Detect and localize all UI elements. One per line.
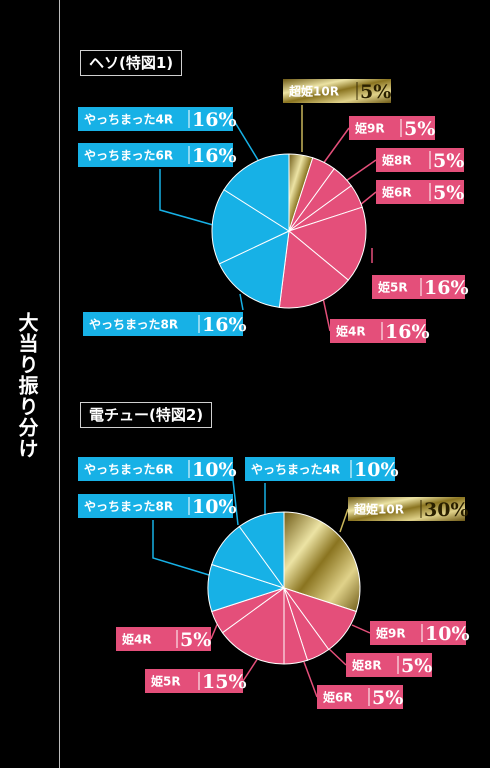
slice-label-1-1: 姫9R 10% — [370, 621, 470, 645]
leader-line-0-7 — [159, 169, 214, 226]
slice-value-0-7: 16% — [192, 145, 237, 167]
slice-label-bg-0-3 — [376, 180, 464, 204]
pie-slice-1-8 — [238, 511, 285, 590]
slice-label-bg-0-4 — [372, 275, 465, 299]
slice-label-bg-0-1 — [349, 116, 435, 140]
slice-label-1-2: 姫8R 5% — [346, 653, 432, 677]
slice-value-1-5: 5% — [180, 629, 211, 651]
pie-slice-0-6 — [218, 230, 290, 308]
slice-label-1-5: 姫4R 5% — [116, 627, 211, 651]
slice-value-1-0: 30% — [424, 499, 469, 521]
side-label: 大当り振り分け — [15, 312, 39, 459]
leader-line-0-6 — [239, 293, 244, 311]
pie-slice-0-5 — [278, 230, 350, 309]
slice-name-1-4: 姫5R — [151, 674, 181, 689]
slice-value-1-6: 10% — [192, 496, 237, 518]
slice-label-0-7: やっちまった6R 16% — [78, 143, 237, 167]
slice-name-0-4: 姫5R — [378, 280, 408, 295]
slice-label-bg-0-5 — [330, 319, 426, 343]
slice-label-bg-1-6 — [78, 494, 233, 518]
slice-label-bg-1-5 — [116, 627, 211, 651]
slice-value-0-3: 5% — [433, 182, 464, 204]
slice-value-0-0: 5% — [360, 81, 391, 103]
slice-name-0-1: 姫9R — [355, 121, 385, 136]
slice-label-1-7: やっちまった6R 10% — [78, 457, 237, 481]
slice-name-1-0: 超姫10R — [353, 502, 404, 517]
slice-value-1-8: 10% — [354, 459, 399, 481]
slice-label-0-8: やっちまった4R 16% — [78, 107, 237, 131]
slice-name-1-7: やっちまった6R — [84, 463, 173, 477]
slice-label-1-8: やっちまった4R 10% — [245, 457, 399, 481]
leader-line-0-8 — [232, 118, 259, 161]
slice-label-bg-0-7 — [78, 143, 233, 167]
slice-label-bg-1-0 — [348, 497, 465, 521]
leader-line-1-1 — [351, 624, 371, 634]
slice-name-1-6: やっちまった8R — [84, 500, 173, 514]
leader-line-0-3 — [359, 191, 377, 206]
slice-name-0-5: 姫4R — [336, 324, 366, 339]
slice-name-0-8: やっちまった4R — [84, 113, 173, 127]
slice-value-0-4: 16% — [424, 277, 469, 299]
slice-value-0-8: 16% — [192, 109, 237, 131]
slice-label-bg-0-0 — [283, 79, 391, 103]
slice-value-1-2: 5% — [401, 655, 432, 677]
slice-label-bg-1-1 — [370, 621, 466, 645]
section-title-heso: ヘソ(特図1) — [80, 50, 183, 76]
slice-value-1-4: 15% — [202, 671, 247, 693]
slice-label-bg-1-4 — [145, 669, 243, 693]
slice-name-1-3: 姫6R — [323, 690, 353, 705]
slice-label-bg-1-8 — [245, 457, 395, 481]
section-title-denchu: 電チュー(特図2) — [80, 402, 213, 428]
slice-label-0-5: 姫4R 16% — [330, 319, 430, 343]
leader-line-1-3 — [303, 661, 318, 698]
slice-label-bg-0-6 — [83, 312, 243, 336]
leader-line-1-6 — [152, 520, 210, 576]
slice-name-1-5: 姫4R — [122, 632, 152, 647]
slice-name-0-0: 超姫10R — [288, 84, 339, 99]
side-bar — [0, 0, 60, 768]
pie-slice-0-4 — [287, 206, 367, 281]
slice-name-0-7: やっちまった6R — [84, 149, 173, 163]
slice-label-0-2: 姫8R 5% — [376, 148, 464, 172]
slice-name-1-2: 姫8R — [352, 658, 382, 673]
slice-value-0-2: 5% — [433, 150, 464, 172]
slice-label-1-4: 姫5R 15% — [145, 669, 247, 693]
slice-label-0-4: 姫5R 16% — [372, 275, 469, 299]
slice-value-1-3: 5% — [372, 687, 403, 709]
slice-name-0-3: 姫6R — [382, 185, 412, 200]
leader-line-1-4 — [242, 657, 259, 682]
slice-value-1-1: 10% — [425, 623, 470, 645]
pie-slice-1-0 — [283, 511, 361, 613]
slice-value-0-6: 16% — [202, 314, 247, 336]
slice-name-1-8: やっちまった4R — [251, 463, 340, 477]
slice-label-bg-0-8 — [78, 107, 233, 131]
slice-label-0-0: 超姫10R 5% — [283, 79, 391, 103]
slice-value-0-5: 16% — [385, 321, 430, 343]
slice-label-1-0: 超姫10R 30% — [348, 497, 469, 521]
pie-slice-0-7 — [211, 189, 291, 265]
slice-label-0-6: やっちまった8R 16% — [83, 312, 247, 336]
pie-slice-1-4 — [221, 587, 285, 665]
slice-label-bg-1-3 — [317, 685, 403, 709]
slice-label-bg-1-2 — [346, 653, 432, 677]
slice-label-0-1: 姫9R 5% — [349, 116, 435, 140]
slice-label-1-6: やっちまった8R 10% — [78, 494, 237, 518]
leader-line-0-5 — [322, 297, 331, 332]
slice-label-bg-1-7 — [78, 457, 233, 481]
slice-value-0-1: 5% — [404, 118, 435, 140]
pie-slice-0-8 — [223, 153, 290, 232]
leader-line-1-0 — [339, 508, 349, 533]
slice-label-1-3: 姫6R 5% — [317, 685, 403, 709]
slice-label-bg-0-2 — [376, 148, 464, 172]
leader-line-0-2 — [342, 159, 377, 184]
leader-line-0-1 — [319, 127, 350, 169]
slice-name-0-2: 姫8R — [382, 153, 412, 168]
slice-name-1-1: 姫9R — [376, 626, 406, 641]
slice-value-1-7: 10% — [192, 459, 237, 481]
slice-label-0-3: 姫6R 5% — [376, 180, 464, 204]
slice-name-0-6: やっちまった8R — [89, 318, 178, 332]
